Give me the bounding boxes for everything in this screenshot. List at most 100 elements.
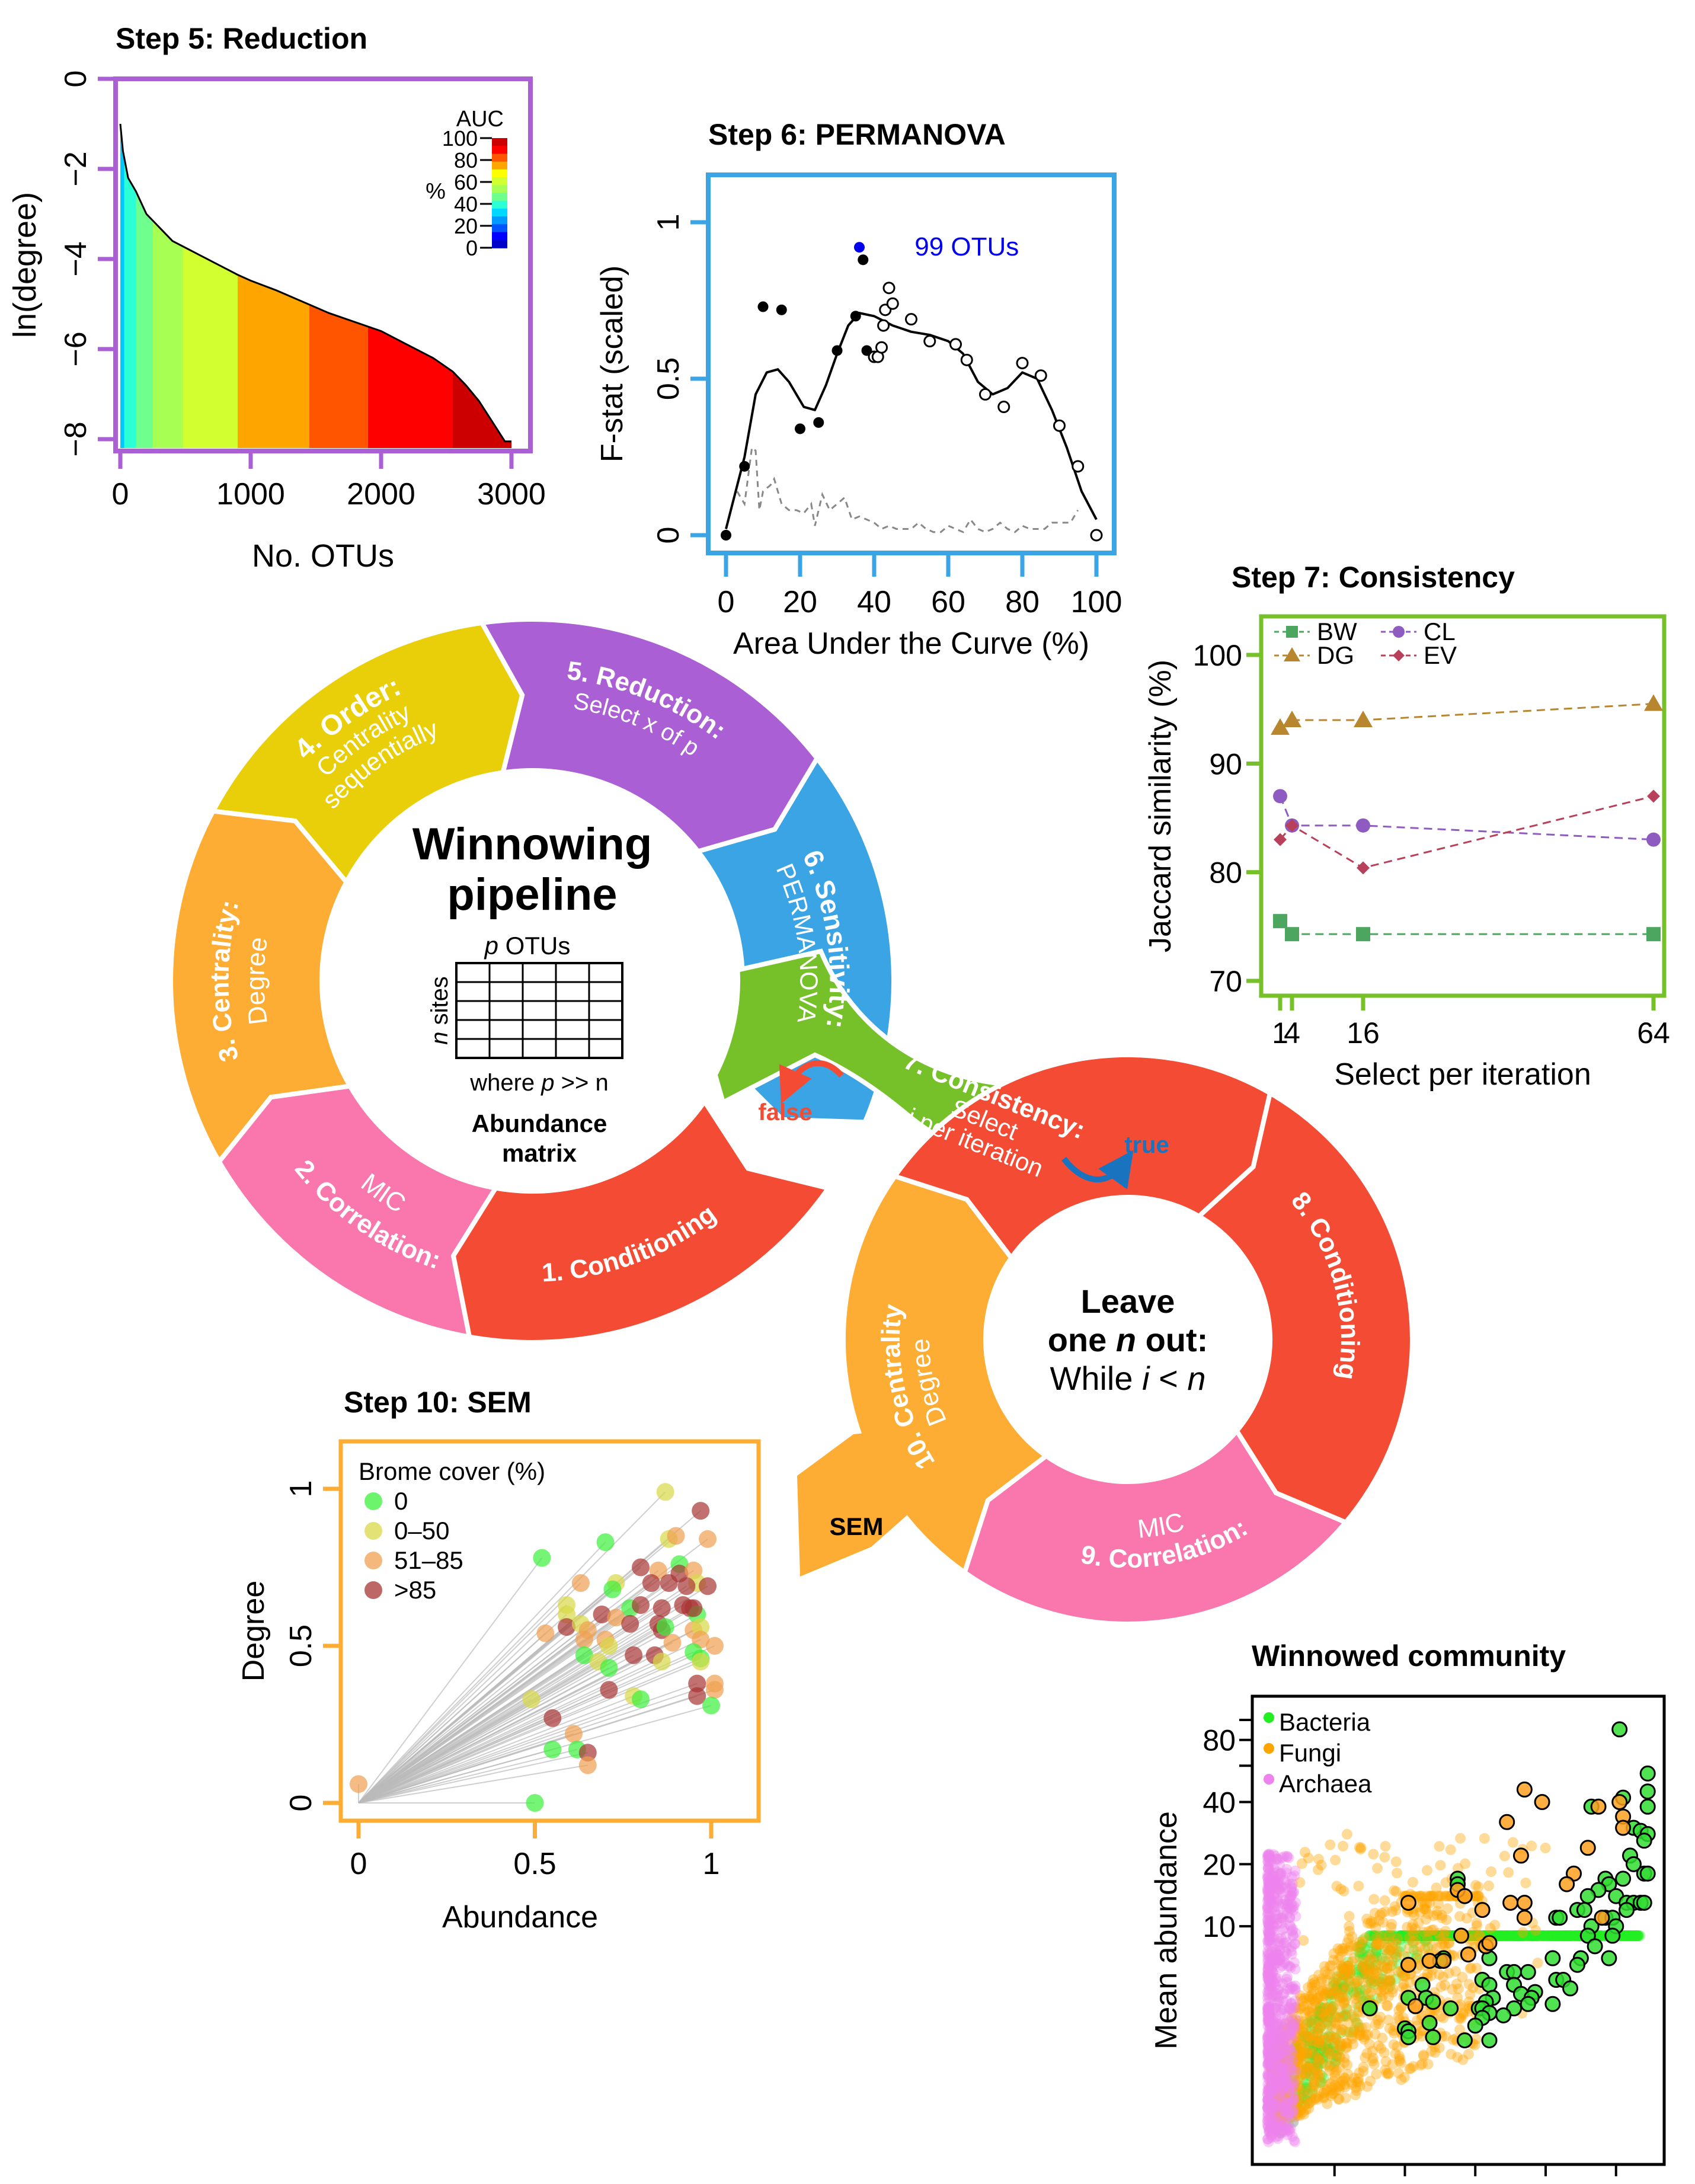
fungi-point [1507, 1837, 1518, 1848]
matrix-note-part: where [469, 1070, 541, 1096]
bacteria-point [1409, 1930, 1420, 1942]
bacteria-point [1628, 1930, 1639, 1942]
archaea-point [1273, 1854, 1284, 1865]
fungi-point [1350, 2089, 1361, 2100]
bacteria-point [1375, 1931, 1386, 1942]
bacteria-point [1328, 1980, 1339, 1991]
bacteria-point [1416, 1930, 1428, 1942]
bacteria-point [1524, 1930, 1536, 1942]
bacteria-point [1493, 1930, 1504, 1942]
bacteria-point [1560, 1930, 1571, 1942]
fungi-point [1330, 2017, 1341, 2029]
fungi-point [1326, 2039, 1337, 2051]
data-point [603, 1580, 622, 1598]
spoke-line [358, 1629, 589, 1804]
bacteria-point [1527, 1930, 1539, 1942]
x-tick-label: 80 [1005, 585, 1040, 619]
fungi-point [1434, 1841, 1445, 1852]
bacteria-point [1570, 1930, 1581, 1942]
bacteria-point [1364, 1930, 1375, 1942]
bacteria-point [1323, 2010, 1334, 2022]
bacteria-point [1537, 1930, 1549, 1942]
circle-marker [1646, 832, 1661, 847]
bacteria-point [1331, 2051, 1342, 2062]
bacteria-point [1333, 2044, 1345, 2055]
bacteria-point [1344, 2027, 1355, 2038]
bacteria-point [1384, 1975, 1396, 1987]
bacteria-point [1527, 1930, 1539, 1942]
data-point [702, 1696, 720, 1715]
fungi-point [1390, 1886, 1402, 1897]
winnowed-point [1474, 1902, 1491, 1918]
archaea-point [1290, 1964, 1301, 1975]
bacteria-point [1553, 1930, 1565, 1942]
fungi-point [1437, 1971, 1448, 1982]
legend-dot-icon [1264, 1743, 1274, 1754]
bacteria-point [1556, 1930, 1567, 1942]
fungi-point [1328, 1948, 1339, 1959]
bacteria-point [1353, 1947, 1364, 1958]
bacteria-point [1422, 1930, 1434, 1942]
chart-step6-permanova: 99 OTUs 0 20 40 60 80 100 0 0.5 1 Area Under the C… [595, 172, 1122, 661]
bacteria-point [1272, 2068, 1283, 2080]
fungi-point [1368, 1894, 1380, 1905]
fungi-point [1358, 2065, 1369, 2077]
bacteria-point [1301, 2066, 1313, 2077]
bacteria-point [1420, 1935, 1431, 1946]
bacteria-point [1370, 1959, 1381, 1971]
bacteria-point [1379, 1930, 1390, 1942]
bacteria-point [1331, 1981, 1342, 1992]
bacteria-point [1544, 1930, 1555, 1942]
bacteria-point [1565, 1930, 1576, 1942]
bacteria-point [1444, 1930, 1455, 1942]
data-point [593, 1606, 611, 1623]
data-point [564, 1725, 583, 1743]
bacteria-point [1370, 1930, 1381, 1942]
legend-diamond-icon [1393, 650, 1405, 661]
fungi-point [1268, 2109, 1280, 2121]
highlight-point [854, 242, 865, 253]
bacteria-point [1427, 1930, 1438, 1942]
fungi-point [1454, 1911, 1466, 1922]
bacteria-point [1305, 2028, 1316, 2039]
bacteria-point [1280, 2063, 1291, 2074]
bacteria-point [1325, 1988, 1336, 1999]
winnowed-point [1639, 1765, 1656, 1782]
bacteria-point [1558, 1930, 1569, 1942]
bacteria-point [1409, 1930, 1421, 1942]
data-point [600, 1681, 618, 1699]
bacteria-point [1549, 1930, 1560, 1942]
loop-condition-part: While [1050, 1360, 1142, 1397]
square-marker [1273, 914, 1287, 929]
bacteria-point [1331, 2055, 1342, 2067]
fungi-point [1267, 2098, 1278, 2109]
bacteria-point [1377, 1953, 1388, 1964]
bacteria-point [1530, 1930, 1542, 1942]
open-point [1072, 460, 1085, 473]
bacteria-point [1312, 2057, 1323, 2068]
fungi-point [1335, 2080, 1346, 2092]
bacteria-point [1301, 2080, 1313, 2091]
bacteria-point [1564, 1930, 1575, 1942]
bacteria-point [1283, 2066, 1294, 2077]
bacteria-point [1555, 1930, 1566, 1942]
bacteria-point [1557, 1930, 1568, 1942]
bacteria-point [1558, 1930, 1569, 1942]
bacteria-point [1287, 2077, 1298, 2089]
bacteria-point [1571, 1930, 1582, 1942]
bacteria-point [1412, 1930, 1424, 1942]
winnowed-point [1594, 1910, 1610, 1926]
open-point [875, 341, 888, 354]
bacteria-point [1515, 1930, 1526, 1942]
bacteria-point [1557, 1930, 1568, 1942]
step-5-arrow [478, 617, 820, 855]
bacteria-point [1530, 1930, 1542, 1942]
bacteria-point [1343, 1956, 1354, 1968]
fungi-point [1273, 2118, 1284, 2129]
bacteria-point [1301, 2083, 1312, 2094]
y-tick-label: −4 [59, 241, 93, 276]
legend-label: DG [1317, 641, 1354, 669]
fungi-point [1329, 2067, 1341, 2078]
fungi-point [1329, 2071, 1341, 2082]
